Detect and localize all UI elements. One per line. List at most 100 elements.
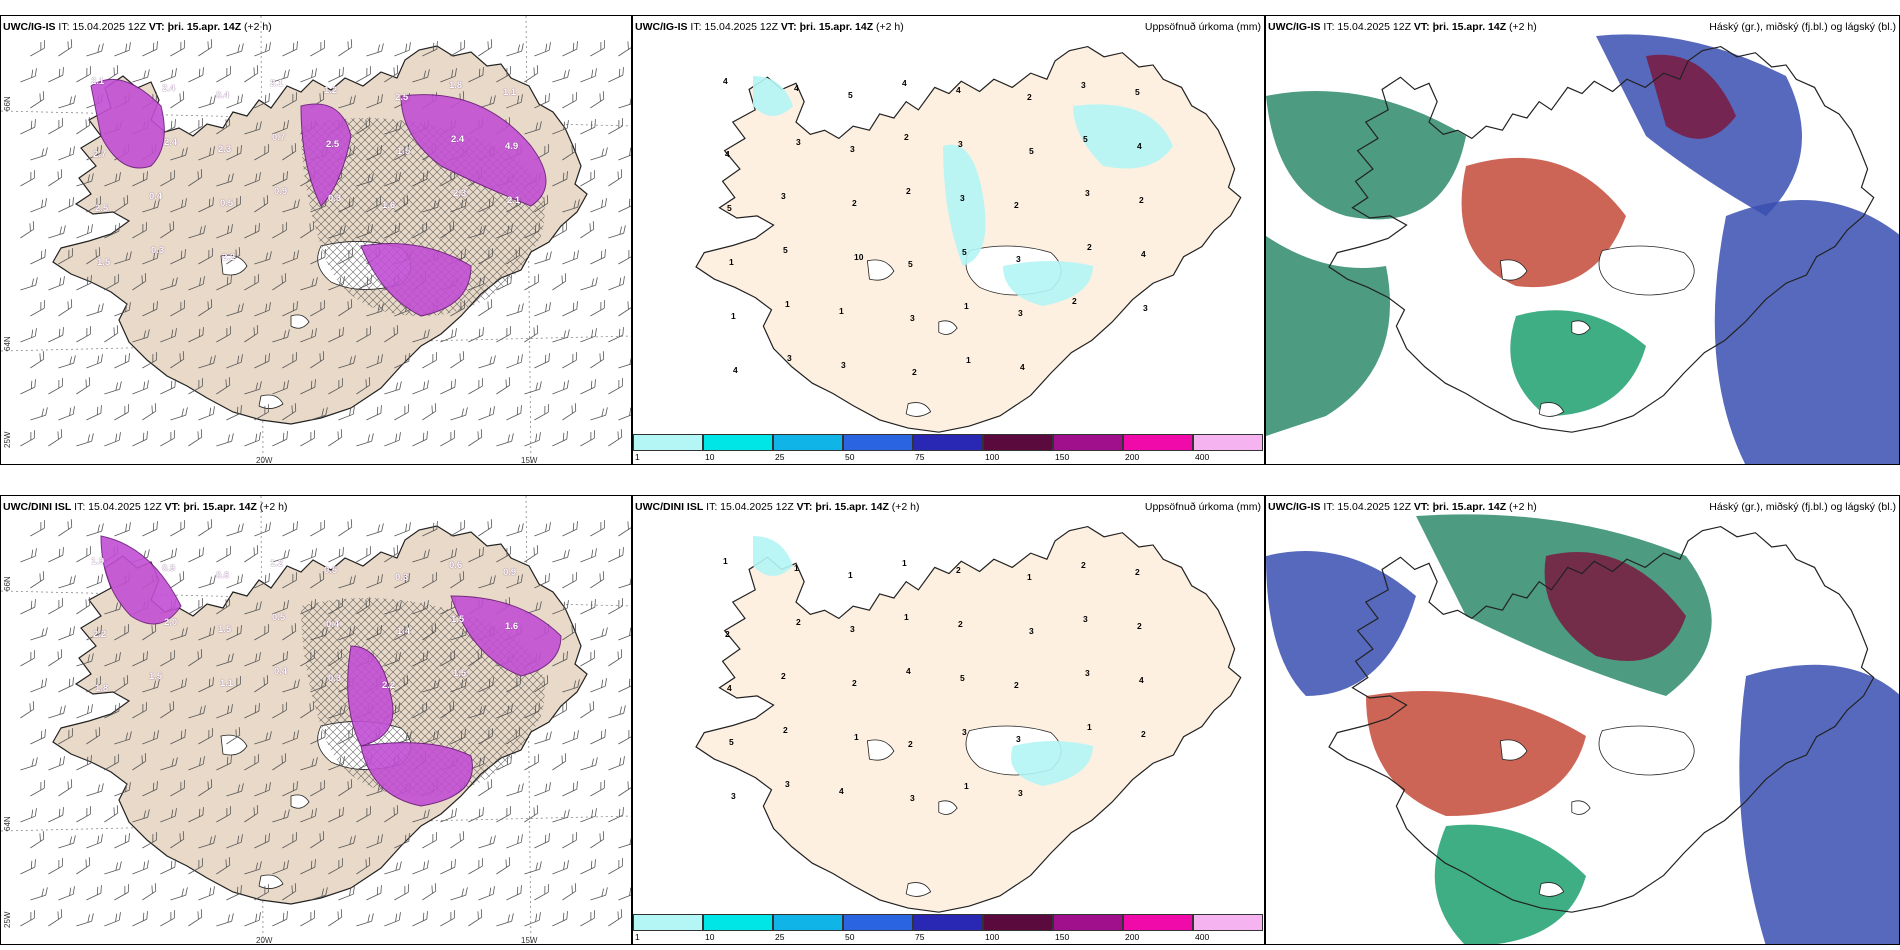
barb-flag: [152, 834, 154, 843]
barb-staff: [310, 578, 324, 589]
barb-flag: [180, 250, 183, 259]
wind-barb: [198, 835, 216, 849]
cloud-layer: [1510, 310, 1646, 416]
barb-flag: [101, 523, 104, 532]
barb-flag: [315, 757, 318, 766]
barb-flag: [369, 326, 371, 335]
barb-flag: [90, 755, 92, 764]
precip-value: 3: [958, 139, 963, 149]
barb-staff: [76, 124, 90, 135]
barb-flag: [629, 627, 631, 636]
barb-staff: [86, 310, 102, 317]
precip-value: 5: [1029, 146, 1034, 156]
barb-flag: [43, 520, 45, 529]
wind-barb: [384, 432, 401, 447]
legend-swatch: [703, 914, 773, 931]
barb-flag: [571, 405, 573, 414]
wind-barb: [524, 274, 539, 291]
barb-flag: [113, 67, 115, 76]
precip-value: 4: [727, 683, 732, 693]
barb-staff: [524, 281, 539, 291]
barb-flag: [595, 277, 598, 286]
barb-flag: [240, 834, 243, 843]
barb-staff: [170, 787, 185, 797]
barb-staff: [310, 358, 324, 369]
barb-staff: [132, 918, 148, 927]
lat-label: 66N: [3, 576, 12, 591]
wind-barb: [524, 325, 539, 343]
barb-flag: [323, 300, 325, 309]
barb-flag: [462, 571, 465, 580]
barb-flag: [155, 92, 157, 101]
barb-flag: [142, 224, 144, 233]
precip-value: 4: [1141, 249, 1146, 259]
barb-flag: [395, 433, 398, 442]
barb-flag: [209, 887, 212, 896]
barb-flag: [59, 757, 62, 766]
barb-flag: [285, 222, 287, 231]
barb-flag: [395, 913, 398, 922]
barb-staff: [76, 231, 92, 239]
wind-barb: [198, 95, 216, 109]
barb-flag: [70, 779, 73, 788]
barb-flag: [544, 886, 546, 895]
wind-barb: [142, 521, 158, 537]
cloud-layer: [1266, 236, 1390, 436]
precip-value: 1: [794, 563, 799, 573]
barb-flag: [490, 299, 493, 308]
barb-flag: [432, 354, 434, 363]
barb-staff: [226, 892, 242, 901]
barb-flag: [258, 432, 261, 441]
wind-barb: [254, 884, 269, 901]
precip-value: 4: [1139, 675, 1144, 685]
barb-staff: [590, 578, 604, 589]
barb-staff: [524, 439, 540, 447]
barb-staff: [450, 414, 466, 421]
barb-flag: [545, 252, 548, 261]
barb-flag: [538, 912, 541, 921]
precip-value: 4: [794, 83, 799, 93]
barb-flag: [60, 169, 63, 178]
barb-flag: [198, 548, 201, 557]
wind-barb: [272, 120, 289, 135]
precip-value: 4: [839, 786, 844, 796]
barb-flag: [91, 653, 94, 662]
barb-staff: [20, 75, 36, 83]
barb-flag: [197, 911, 199, 920]
wind-barb: [132, 69, 150, 83]
wind-barb: [440, 808, 457, 823]
wind-barb: [132, 651, 148, 667]
barb-staff: [104, 281, 119, 291]
barb-flag: [45, 407, 48, 416]
barb-flag: [41, 408, 44, 417]
barb-flag: [487, 301, 489, 310]
barb-staff: [244, 439, 260, 447]
barb-staff: [562, 630, 576, 641]
barb-flag: [543, 677, 545, 686]
barb-flag: [539, 121, 542, 130]
barb-flag: [561, 755, 563, 764]
barb-staff: [562, 48, 578, 57]
barb-staff: [300, 555, 316, 563]
legend-label: 50: [845, 932, 855, 942]
barb-flag: [265, 732, 268, 741]
barb-staff: [580, 228, 594, 239]
wind-barb: [394, 42, 411, 57]
barb-flag: [58, 548, 61, 557]
barb-flag: [198, 120, 200, 129]
wind-precip-value: 0.3: [151, 245, 165, 256]
barb-flag: [576, 781, 578, 790]
barb-flag: [72, 406, 75, 415]
barb-flag: [129, 251, 132, 260]
barb-staff: [160, 284, 176, 291]
wind-barb: [142, 301, 158, 317]
barb-flag: [117, 274, 119, 283]
barb-staff: [188, 656, 202, 667]
barb-staff: [188, 865, 203, 875]
barb-flag: [454, 379, 456, 388]
barb-staff: [30, 634, 46, 641]
wind-barb: [30, 407, 48, 421]
barb-flag: [600, 302, 602, 311]
glacier-outline: [258, 394, 284, 409]
barb-flag: [99, 196, 101, 205]
